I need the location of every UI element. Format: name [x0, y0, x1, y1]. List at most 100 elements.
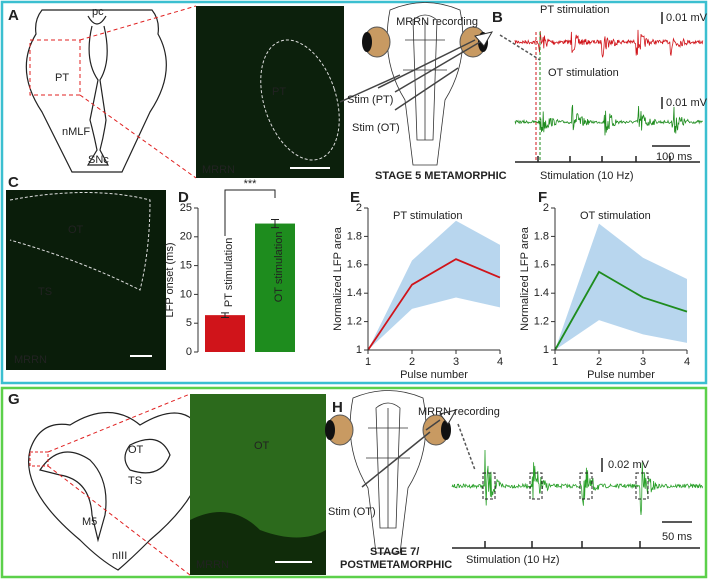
y-tick-label: 1.4 — [347, 287, 362, 299]
stim-label: Stim (PT) — [347, 94, 393, 106]
drawing-label: pc — [92, 6, 104, 18]
image-label: MRRN — [202, 164, 235, 176]
annotation: OT stimulation — [580, 210, 651, 222]
electrode — [394, 41, 481, 93]
outline — [9, 192, 151, 291]
y-axis-label: LFP onset (ms) — [164, 243, 176, 318]
drawing-label: PT — [55, 72, 69, 84]
y-tick-label: 15 — [180, 260, 192, 272]
x-tick-label: 3 — [453, 356, 459, 368]
pupil — [362, 32, 372, 52]
zoom-box — [29, 39, 81, 96]
bottom-frame — [0, 386, 708, 579]
zoom-line — [47, 465, 191, 576]
error-bar — [271, 219, 279, 229]
y-axis-label: Normalized LFP area — [519, 226, 531, 331]
drawing-label: OT — [128, 444, 144, 456]
x-tick-label: 2 — [409, 356, 415, 368]
y-tick-label: 2 — [356, 202, 362, 214]
electrode — [394, 67, 459, 111]
annotation: PT stimulation — [393, 210, 463, 222]
confidence-band — [368, 220, 500, 350]
stim-label: Stim (OT) — [328, 506, 376, 518]
trace — [451, 449, 704, 516]
stim-box — [635, 472, 649, 500]
micrograph — [6, 190, 166, 370]
electrode — [377, 39, 476, 89]
zoom-line — [47, 393, 191, 453]
y-tick-label: 25 — [180, 202, 192, 214]
brain-outline — [28, 412, 206, 571]
x-tick-label: 4 — [497, 356, 503, 368]
error-bar — [221, 312, 229, 318]
image-label: OT — [254, 440, 270, 452]
y-tick-label: 1.6 — [347, 259, 362, 271]
drawing-label: M5 — [82, 516, 97, 528]
y-tick-label: 1.8 — [347, 230, 362, 242]
y-tick-label: 1.8 — [534, 230, 549, 242]
stim-label: Stim (OT) — [352, 122, 400, 134]
stim-box — [482, 472, 496, 500]
shape — [403, 20, 447, 140]
panel-letter: D — [178, 189, 189, 206]
drawing-label: SNc — [88, 154, 109, 166]
y-tick-label: 20 — [180, 231, 192, 243]
scale-label: 0.02 mV — [608, 459, 650, 471]
micrograph-dark — [190, 512, 326, 575]
y-tick-label: 1.6 — [534, 259, 549, 271]
shape — [412, 14, 438, 141]
ventricle — [86, 15, 109, 166]
shape — [366, 408, 410, 528]
tadpole-drawing — [325, 390, 451, 554]
x-tick-label: 1 — [365, 356, 371, 368]
connector — [457, 423, 476, 471]
trace — [514, 104, 704, 136]
y-tick-label: 1.2 — [347, 316, 362, 328]
category-label: OT stimulation — [273, 232, 285, 303]
drawing-label: TS — [128, 475, 142, 487]
top-frame — [0, 0, 708, 385]
line — [554, 270, 688, 351]
line — [367, 258, 501, 351]
shape — [375, 402, 401, 529]
image-label: PT — [272, 86, 286, 98]
electrode — [339, 74, 401, 103]
electrode-tip — [474, 31, 494, 47]
zoom-line — [79, 94, 197, 179]
trace-label: OT stimulation — [548, 67, 619, 79]
trace-label: PT stimulation — [540, 4, 610, 16]
panel-letter: G — [8, 391, 20, 408]
stim-box — [529, 472, 543, 500]
x-tick-label: 2 — [596, 356, 602, 368]
panel-letter: B — [492, 9, 503, 26]
bar — [205, 315, 245, 352]
panel-letter: E — [350, 189, 360, 206]
scale-label: 100 ms — [656, 151, 693, 163]
y-tick-label: 1 — [356, 344, 362, 356]
section — [39, 438, 171, 543]
image-label: OT — [68, 224, 84, 236]
zoom-line — [79, 5, 197, 41]
panel-letter: H — [332, 399, 343, 416]
scale-label: 50 ms — [662, 531, 692, 543]
x-axis-label: Pulse number — [587, 369, 655, 381]
stage-label: POSTMETAMORPHIC — [340, 559, 452, 571]
stage-label: STAGE 7/ — [370, 546, 419, 558]
y-tick-label: 0 — [186, 346, 192, 358]
y-axis-label: Normalized LFP area — [332, 226, 344, 331]
outline — [260, 39, 340, 161]
stage-label: STAGE 5 METAMORPHIC — [375, 170, 507, 182]
panel-letter: C — [8, 174, 19, 191]
x-tick-label: 3 — [640, 356, 646, 368]
image-label: MRRN — [196, 559, 229, 571]
y-tick-label: 1 — [543, 344, 549, 356]
scale-label: 0.01 mV — [666, 12, 708, 24]
x-tick-label: 4 — [684, 356, 690, 368]
drawing-label: nIII — [112, 550, 127, 562]
confidence-band — [555, 223, 687, 350]
significance-bracket — [224, 189, 276, 236]
pupil — [441, 420, 451, 440]
electrode — [361, 431, 431, 488]
stim-box — [579, 472, 593, 500]
